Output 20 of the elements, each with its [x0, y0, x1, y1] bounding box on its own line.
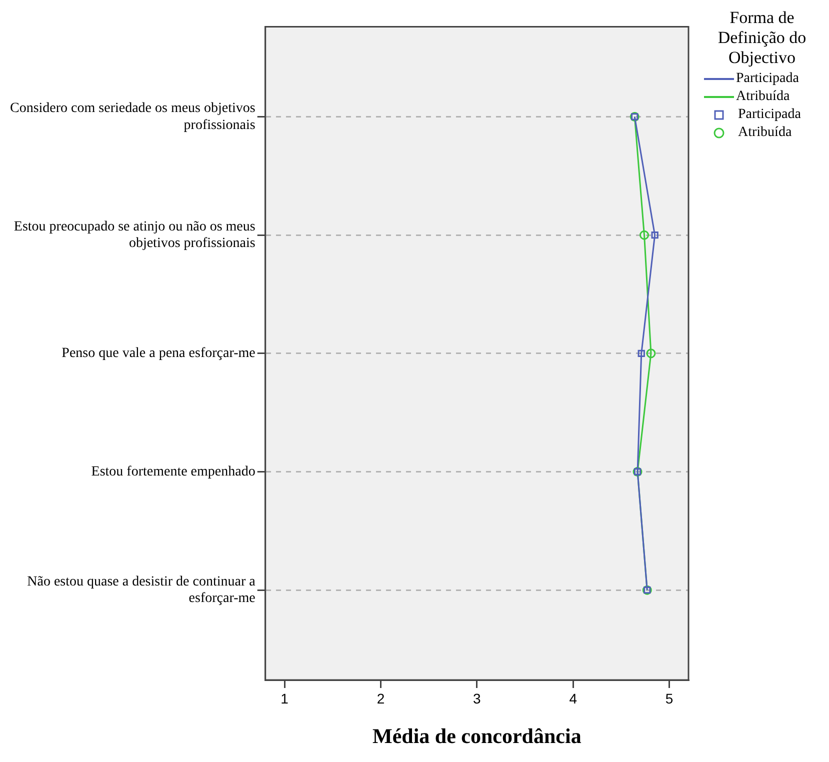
legend-label: Participada: [738, 106, 801, 124]
x-tick-label: 5: [665, 690, 674, 706]
point: [640, 230, 650, 240]
y-tick-label: Penso que vale a pena esforçar-me: [62, 346, 256, 362]
x-tick-label: 2: [376, 690, 385, 706]
y-tick-label: Estou fortemente empenhado: [91, 464, 256, 480]
point: [646, 348, 656, 358]
x-tick-label: 3: [473, 690, 482, 706]
x-tick-label: 1: [280, 690, 289, 706]
legend-title: Forma de Definição do Objectivo: [716, 8, 808, 68]
x-tick-label: 4: [569, 690, 578, 706]
y-tick-label: Considero com seriedade os meus objetivos profissionais: [10, 101, 256, 133]
text: Atribuída: [738, 125, 792, 140]
legend-label: Atribuída: [736, 88, 790, 106]
text: Participada: [736, 71, 799, 86]
point: [638, 350, 645, 357]
x-axis-title: Média de concordância: [372, 724, 582, 748]
point: [651, 231, 658, 239]
y-tick-label: Não estou quase a desistir de continuar a esforçar-me: [27, 574, 256, 606]
y-tick-label: Estou preocupado se atinjo ou não os meus objetivos profissionais: [14, 219, 256, 252]
